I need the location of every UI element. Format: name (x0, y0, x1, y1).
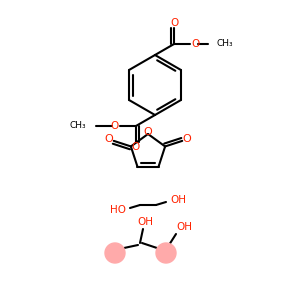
Text: O: O (144, 127, 152, 137)
Circle shape (105, 243, 125, 263)
Text: OH: OH (137, 217, 153, 227)
Text: CH₃: CH₃ (69, 122, 86, 130)
Circle shape (156, 243, 176, 263)
Text: O: O (111, 121, 119, 131)
Text: O: O (170, 18, 178, 28)
Text: HO: HO (110, 205, 126, 215)
Text: CH₃: CH₃ (216, 40, 233, 49)
Text: OH: OH (170, 195, 186, 205)
Text: OH: OH (176, 222, 192, 232)
Text: O: O (132, 142, 140, 152)
Text: O: O (105, 134, 113, 144)
Text: O: O (191, 39, 199, 49)
Text: O: O (183, 134, 191, 144)
